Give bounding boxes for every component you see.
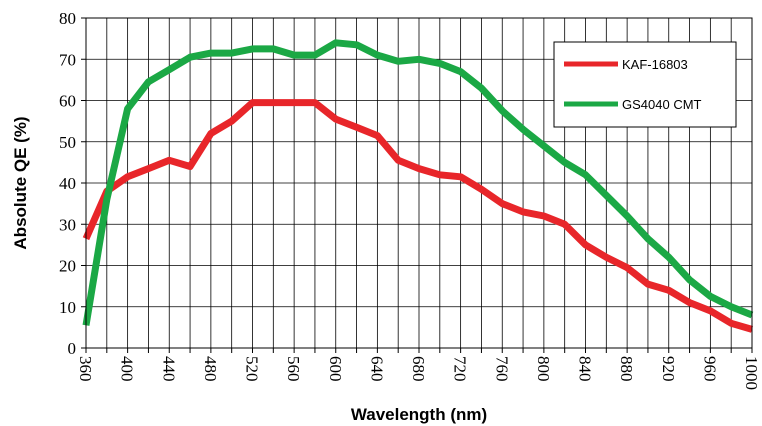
tick-labels: 0 10 20 30 40 50 60 70 80 360 400 440 480 520 560 600 64…: [59, 9, 761, 390]
legend: KAF-16803 GS4040 CMT: [553, 41, 737, 128]
legend-label-gs4040-cmt: GS4040 CMT: [622, 97, 702, 112]
x-tick-label: 400: [118, 356, 137, 382]
x-tick-label: 480: [201, 356, 220, 382]
series-line-gs4040-cmt: [82, 39, 754, 326]
x-tick-label: 760: [492, 356, 511, 382]
y-axis-title: Absolute QE (%): [11, 116, 30, 249]
y-tick-label: 40: [59, 174, 76, 193]
x-tick-label: 840: [576, 356, 595, 382]
y-tick-label: 80: [59, 9, 76, 28]
x-tick-label: 720: [451, 356, 470, 382]
y-tick-label: 10: [59, 298, 76, 317]
y-tick-label: 30: [59, 215, 76, 234]
axis-ticks: [81, 17, 753, 353]
x-tick-label: 920: [659, 356, 678, 382]
x-tick-label: 520: [243, 356, 262, 382]
x-tick-label: 680: [409, 356, 428, 382]
y-tick-label: 20: [59, 257, 76, 276]
legend-label-kaf-16803: KAF-16803: [622, 57, 688, 72]
series-lines: [82, 39, 754, 333]
y-tick-label: 0: [68, 339, 77, 358]
x-axis-title: Wavelength (nm): [351, 405, 487, 424]
y-tick-label: 50: [59, 133, 76, 152]
x-tick-label: 1000: [742, 356, 761, 390]
x-tick-label: 880: [617, 356, 636, 382]
x-tick-label: 440: [159, 356, 178, 382]
y-tick-label: 60: [59, 92, 76, 111]
series-line-kaf-16803: [82, 99, 753, 333]
x-tick-label: 640: [367, 356, 386, 382]
x-tick-label: 960: [700, 356, 719, 382]
legend-box: [553, 41, 737, 128]
x-tick-label: 800: [534, 356, 553, 382]
x-tick-label: 360: [76, 356, 95, 382]
x-tick-label: 560: [284, 356, 303, 382]
x-tick-label: 600: [326, 356, 345, 382]
y-tick-label: 70: [59, 50, 76, 69]
